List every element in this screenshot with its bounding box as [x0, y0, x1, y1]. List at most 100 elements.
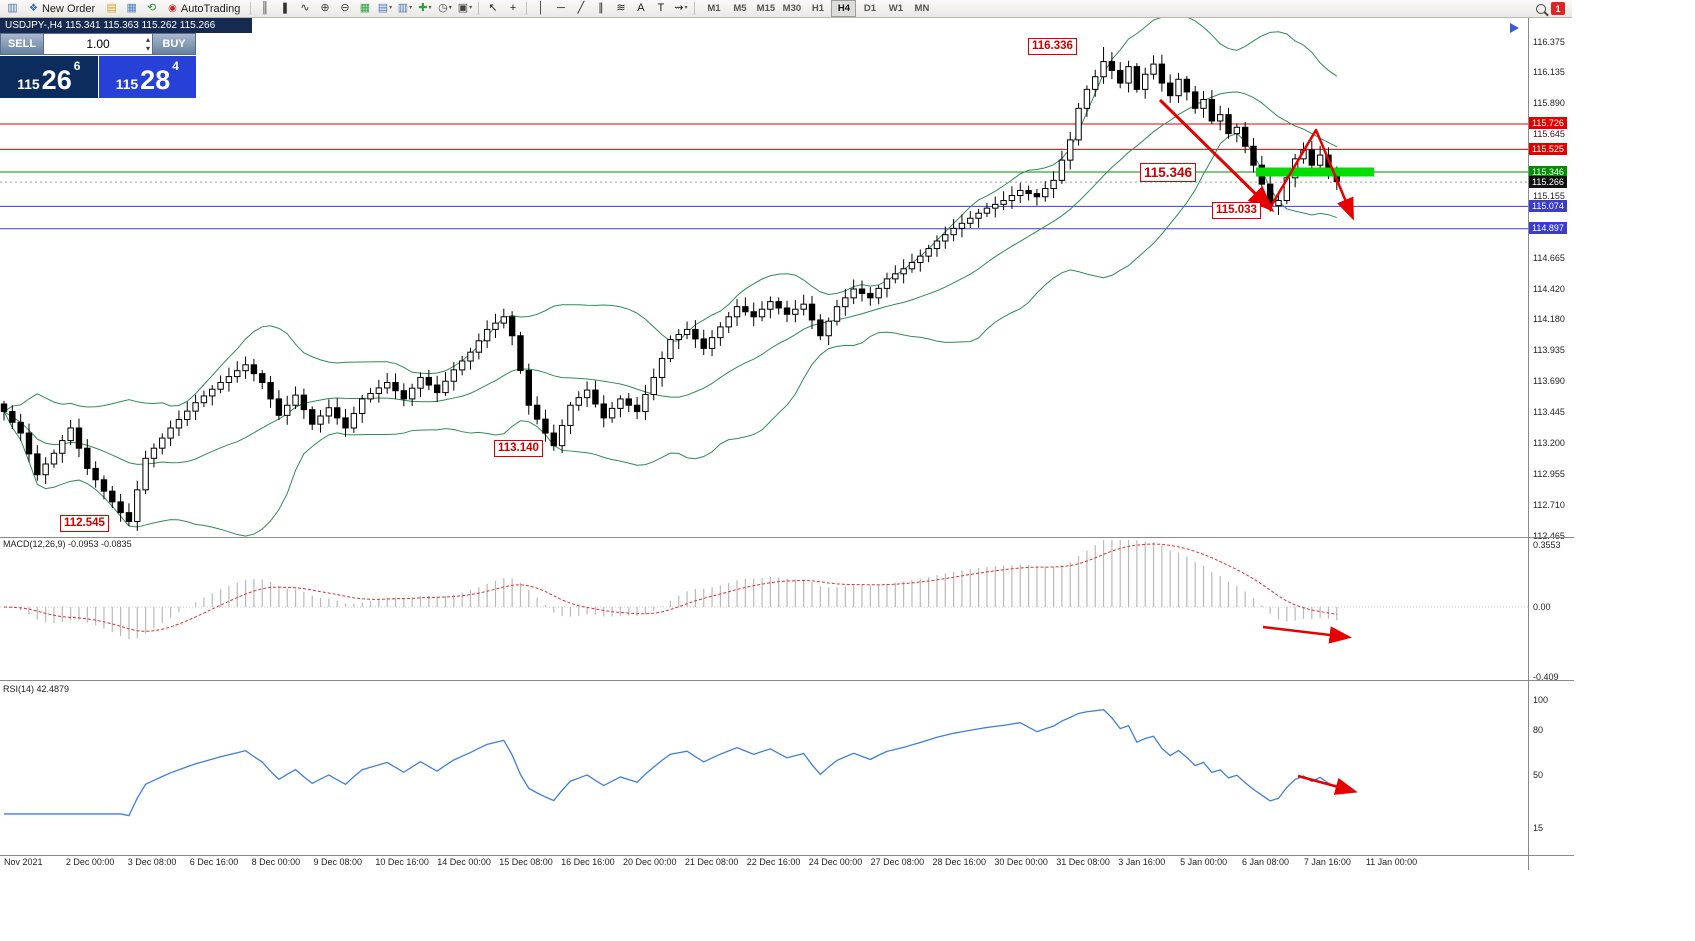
price-tick: 116.135: [1533, 67, 1565, 78]
trendline-icon[interactable]: ╱: [577, 2, 585, 14]
time-label: 27 Dec 08:00: [870, 857, 925, 867]
buy-price-display[interactable]: 115 28 4: [98, 56, 196, 98]
rsi-tick: 80: [1533, 725, 1544, 735]
new-order-button-label: New Order: [41, 2, 96, 15]
tile-windows-icon[interactable]: ▦: [359, 2, 371, 14]
trend-arrow[interactable]: [1297, 774, 1358, 795]
cascade-windows-icon[interactable]: ▤ ▾: [377, 2, 393, 14]
price-level-badge: 115.726: [1529, 117, 1567, 130]
indicators-icon[interactable]: ▣ ▾: [457, 2, 473, 14]
text-icon[interactable]: A: [637, 2, 645, 14]
timeframe-button-m15[interactable]: M15: [756, 3, 776, 14]
new-order-button[interactable]: ❖ New Order: [23, 0, 101, 17]
timeframe-button-h1[interactable]: H1: [811, 3, 824, 14]
crosshair-icon[interactable]: +: [509, 2, 517, 14]
arrows-icon[interactable]: ⇝ ▾: [674, 2, 688, 14]
new-chart-icon[interactable]: ✚ ▾: [418, 2, 432, 14]
fibonacci-icon[interactable]: ≋: [616, 2, 626, 14]
trend-arrow[interactable]: [1262, 625, 1352, 644]
macd-panel[interactable]: [0, 537, 1528, 680]
price-tick: 113.200: [1533, 438, 1565, 449]
price-tick: 114.180: [1533, 314, 1565, 325]
timeframe-button-h4[interactable]: H4: [831, 0, 857, 17]
buy-price-fraction: 4: [172, 59, 179, 73]
highlight-zone[interactable]: [1256, 167, 1374, 177]
price-annotation: 115.346: [1140, 163, 1197, 182]
price-level-badge: 115.074: [1529, 199, 1567, 212]
price-level-badge: 115.525: [1529, 142, 1567, 155]
line-chart-icon[interactable]: ∿: [300, 2, 310, 14]
panel-separator[interactable]: [0, 680, 1574, 681]
sell-price-display[interactable]: 115 26 6: [0, 56, 98, 98]
cursor-icon[interactable]: ↖: [488, 2, 498, 14]
rsi-panel[interactable]: [0, 682, 1528, 855]
time-label: 11 Jan 00:00: [1365, 857, 1418, 867]
time-label: 21 Dec 08:00: [684, 857, 739, 867]
timeframe-button-w1[interactable]: W1: [888, 3, 904, 14]
arrange-windows-icon[interactable]: ▥ ▾: [397, 2, 413, 14]
timeframe-button-m1[interactable]: M1: [707, 3, 721, 14]
time-label: 3 Dec 08:00: [127, 857, 177, 867]
toolbar-separator: [526, 2, 528, 15]
time-axis: Nov 2021 2 Dec 00:00 3 Dec 08:00 6 Dec 16:0…: [0, 856, 1574, 870]
macd-signal-line: [3, 543, 1337, 632]
autotrading-button[interactable]: ◉ AutoTrading: [162, 0, 246, 17]
buy-button[interactable]: BUY: [152, 33, 196, 55]
time-label: 22 Dec 16:00: [746, 857, 801, 867]
trend-arrow[interactable]: [1268, 128, 1354, 221]
volume-field[interactable]: 1.00 ▴ ▾: [44, 33, 152, 55]
symbol-ohlc-bar: USDJPY-,H4 115.341 115.363 115.262 115.2…: [0, 18, 252, 33]
time-label: 15 Dec 08:00: [499, 857, 553, 867]
search-icon[interactable]: [1531, 0, 1550, 17]
time-label: 24 Dec 00:00: [808, 857, 863, 867]
equidistant-channel-icon[interactable]: ∥: [598, 2, 604, 14]
price-tick: 114.665: [1533, 253, 1565, 264]
zoom-in-icon[interactable]: ⊕: [320, 2, 330, 14]
price-axis: 116.375 116.135 115.890 115.645 115.155 114.6…: [1528, 18, 1574, 870]
autotrading-button-label: AutoTrading: [180, 2, 241, 15]
volume-increase-button[interactable]: ▴: [145, 35, 150, 44]
text-label-icon[interactable]: T: [657, 2, 665, 14]
price-tick: 112.465: [1533, 531, 1565, 541]
chart-shortcut-icon[interactable]: ▥: [7, 2, 18, 14]
buy-price-pips: 28: [140, 65, 171, 95]
horizontal-line-icon[interactable]: ─: [557, 2, 565, 14]
zoom-out-icon[interactable]: ⊖: [340, 2, 350, 14]
timeframe-button-m5[interactable]: M5: [733, 3, 747, 14]
timeframe-toolbar: M1 M5 M15 M30 H1 H4 D1 W1 MN: [701, 0, 934, 17]
timeframe-button-mn[interactable]: MN: [914, 3, 930, 14]
timeframe-clock-icon[interactable]: ◷ ▾: [438, 2, 452, 14]
notification-badge[interactable]: 1: [1551, 2, 1565, 15]
volume-decrease-button[interactable]: ▾: [145, 44, 150, 53]
timeframe-button-d1[interactable]: D1: [863, 3, 876, 14]
toolbar-separator: [250, 2, 252, 15]
vertical-line-icon[interactable]: │: [537, 2, 545, 14]
trend-arrow[interactable]: [1158, 98, 1275, 213]
panel-separator[interactable]: [0, 537, 1574, 538]
sell-price-pips: 26: [41, 65, 72, 95]
price-tick: 115.890: [1533, 98, 1565, 109]
price-annotation: 112.545: [60, 514, 109, 532]
sell-button[interactable]: SELL: [0, 33, 44, 55]
price-tick: 116.375: [1533, 37, 1565, 47]
time-label: 5 Jan 00:00: [1180, 857, 1228, 867]
volume-value: 1.00: [86, 37, 110, 51]
macd-tick: -0.409: [1533, 672, 1559, 682]
bar-chart-icon[interactable]: ║: [261, 2, 269, 14]
price-chart[interactable]: [0, 18, 1528, 537]
buy-price-main: 115: [115, 76, 139, 92]
time-label: 28 Dec 16:00: [932, 857, 987, 867]
toolbar-separator: [478, 2, 480, 15]
candlestick-chart-icon[interactable]: ❚: [280, 2, 290, 14]
price-annotation: 115.033: [1212, 202, 1261, 220]
toolbar-separator: [694, 2, 696, 15]
profiles-icon[interactable]: ▤: [106, 2, 117, 14]
price-level-badge: 114.897: [1529, 222, 1567, 235]
timeframe-button-m30[interactable]: M30: [782, 3, 802, 14]
rsi-line: [4, 709, 1338, 817]
refresh-icon[interactable]: ⟲: [147, 2, 157, 14]
price-tick: 115.645: [1533, 129, 1565, 140]
autotrading-icon: ◉: [168, 3, 177, 14]
price-tick: 113.935: [1533, 345, 1565, 356]
data-window-icon[interactable]: ▦: [126, 2, 137, 14]
